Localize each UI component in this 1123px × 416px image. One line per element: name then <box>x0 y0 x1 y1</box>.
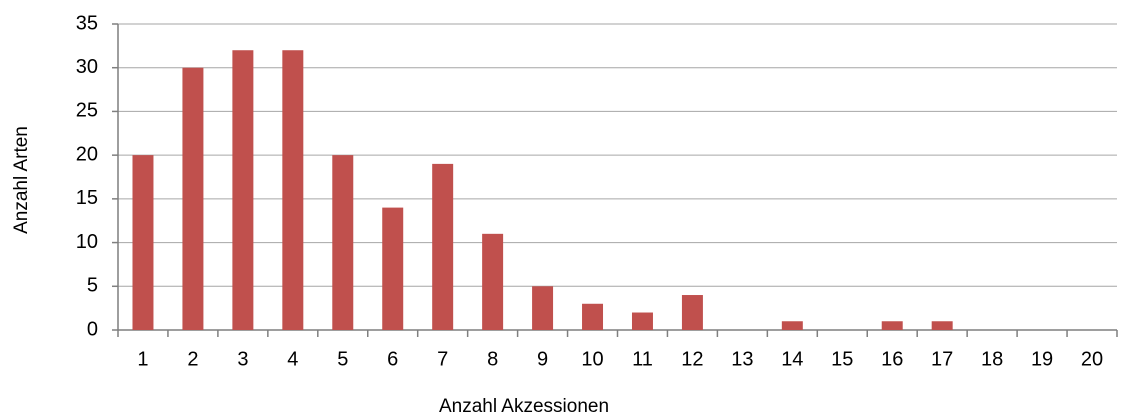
x-tick-label: 13 <box>731 348 753 370</box>
bar <box>382 207 404 330</box>
x-tick-label: 6 <box>387 348 398 370</box>
bar <box>332 155 354 330</box>
bar <box>182 67 204 330</box>
x-tick-label: 14 <box>781 348 803 370</box>
y-tick-label: 20 <box>76 143 98 165</box>
y-tick-label: 35 <box>76 12 98 34</box>
bar <box>931 321 953 330</box>
bar <box>681 295 703 330</box>
y-tick-label: 0 <box>87 318 98 340</box>
x-tick-label: 10 <box>581 348 603 370</box>
bar <box>132 155 154 330</box>
x-tick-label: 9 <box>537 348 548 370</box>
bar <box>232 50 254 330</box>
bar <box>781 321 803 330</box>
x-tick-label: 3 <box>237 348 248 370</box>
x-tick-label: 11 <box>632 348 653 370</box>
bar <box>881 321 903 330</box>
y-tick-label: 30 <box>76 56 98 78</box>
x-tick-label: 2 <box>187 348 198 370</box>
bar <box>482 233 504 330</box>
x-tick-label: 1 <box>137 348 148 370</box>
bar <box>582 303 604 330</box>
x-tick-label: 20 <box>1081 348 1103 370</box>
x-tick-label: 8 <box>487 348 498 370</box>
y-axis-label: Anzahl Arten <box>11 126 32 234</box>
y-tick-label: 10 <box>76 231 98 253</box>
bar <box>532 286 554 330</box>
bar <box>282 50 304 330</box>
x-tick-label: 7 <box>437 348 448 370</box>
x-tick-label: 12 <box>681 348 703 370</box>
x-tick-label: 15 <box>831 348 853 370</box>
y-tick-label: 5 <box>87 275 98 297</box>
x-tick-label: 4 <box>287 348 298 370</box>
bar <box>631 312 653 330</box>
bar <box>432 163 454 330</box>
x-tick-label: 18 <box>981 348 1003 370</box>
x-tick-label: 16 <box>881 348 903 370</box>
y-tick-label: 25 <box>76 100 98 122</box>
y-tick-label: 15 <box>76 187 98 209</box>
x-tick-label: 19 <box>1031 348 1053 370</box>
x-axis-label: Anzahl Akzessionen <box>439 396 609 416</box>
x-tick-label: 17 <box>931 348 953 370</box>
x-tick-label: 5 <box>337 348 348 370</box>
